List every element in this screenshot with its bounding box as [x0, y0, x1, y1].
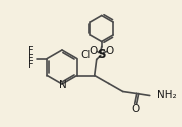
Text: Cl: Cl — [80, 50, 91, 60]
Text: F: F — [28, 60, 34, 70]
Text: S: S — [98, 48, 106, 61]
Text: NH₂: NH₂ — [157, 91, 176, 100]
Text: F: F — [28, 46, 34, 57]
Text: O: O — [132, 104, 140, 114]
Text: O: O — [106, 46, 114, 57]
Text: F: F — [28, 53, 34, 64]
Text: N: N — [59, 80, 67, 90]
Text: O: O — [90, 46, 98, 57]
